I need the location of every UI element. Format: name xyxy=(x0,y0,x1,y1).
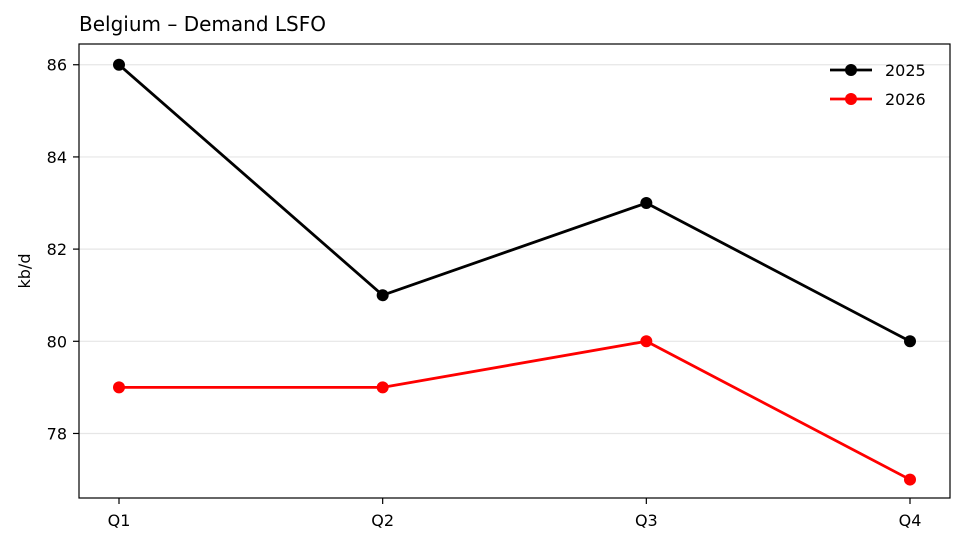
x-axis: Q1 Q2 Q3 Q4 xyxy=(108,498,922,530)
data-point-2026-Q3 xyxy=(640,335,652,347)
legend-label-2025: 2025 xyxy=(885,61,926,80)
x-tick-label-Q2: Q2 xyxy=(371,511,394,530)
y-tick-label-82: 82 xyxy=(47,240,67,259)
x-tick-label-Q3: Q3 xyxy=(635,511,658,530)
series-points xyxy=(113,59,916,486)
data-point-2026-Q4 xyxy=(904,474,916,486)
y-tick-label-86: 86 xyxy=(47,56,67,75)
legend-label-2026: 2026 xyxy=(885,90,926,109)
y-axis-label: kb/d xyxy=(15,254,34,289)
y-tick-label-84: 84 xyxy=(47,148,67,167)
series-line-2026 xyxy=(119,341,910,479)
series-line-2025 xyxy=(119,65,910,342)
data-point-2026-Q2 xyxy=(377,381,389,393)
data-point-2026-Q1 xyxy=(113,381,125,393)
plot-frame xyxy=(79,44,950,498)
legend: 2025 2026 xyxy=(830,61,926,109)
data-point-2025-Q3 xyxy=(640,197,652,209)
x-tick-label-Q1: Q1 xyxy=(108,511,131,530)
legend-marker-2026 xyxy=(845,93,857,105)
y-axis: 78 80 82 84 86 xyxy=(47,56,79,444)
series-lines xyxy=(119,65,910,480)
data-point-2025-Q4 xyxy=(904,335,916,347)
data-point-2025-Q2 xyxy=(377,289,389,301)
chart-title: Belgium – Demand LSFO xyxy=(79,12,326,36)
y-tick-label-78: 78 xyxy=(47,424,67,443)
x-tick-label-Q4: Q4 xyxy=(899,511,922,530)
y-tick-label-80: 80 xyxy=(47,332,67,351)
data-point-2025-Q1 xyxy=(113,59,125,71)
legend-marker-2025 xyxy=(845,64,857,76)
